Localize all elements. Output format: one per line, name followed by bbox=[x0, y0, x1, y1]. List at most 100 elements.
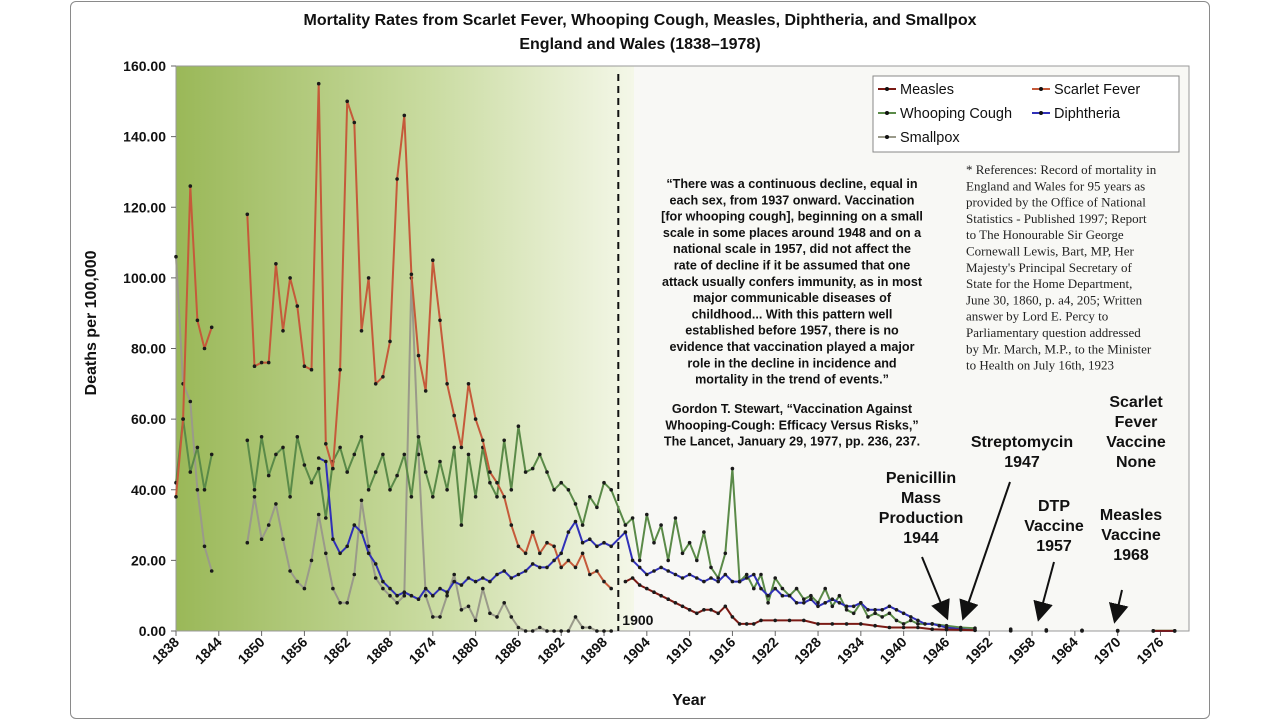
stewart-quote: “There was a continuous decline, equal i… bbox=[661, 177, 923, 449]
data-point bbox=[837, 601, 842, 605]
annotation-arrow bbox=[959, 481, 1011, 621]
data-point bbox=[452, 579, 457, 584]
x-tick-label: 1916 bbox=[705, 634, 738, 667]
quote-citation-line: The Lancet, January 29, 1977, pp. 236, 2… bbox=[664, 435, 920, 449]
data-point bbox=[580, 540, 585, 545]
data-point bbox=[802, 597, 806, 601]
data-point bbox=[252, 495, 257, 499]
data-point bbox=[359, 329, 364, 333]
data-point bbox=[837, 593, 842, 598]
annotation-line: Vaccine bbox=[1024, 518, 1084, 535]
data-point bbox=[530, 629, 535, 633]
data-point bbox=[687, 608, 692, 612]
data-point bbox=[388, 593, 392, 598]
data-point bbox=[245, 212, 250, 217]
data-point bbox=[787, 593, 792, 598]
data-point bbox=[730, 579, 735, 584]
data-point bbox=[973, 628, 977, 633]
data-point bbox=[502, 569, 507, 573]
x-tick-label: 1850 bbox=[234, 634, 267, 667]
annotation-line: Measles bbox=[1100, 507, 1162, 524]
data-point bbox=[566, 488, 571, 492]
data-point bbox=[723, 604, 728, 609]
data-point bbox=[202, 544, 207, 549]
data-point bbox=[209, 325, 214, 330]
y-axis: 0.00 20.00 40.00 60.00 80.00 100.00 120.00 140.… bbox=[123, 58, 176, 639]
data-point bbox=[901, 625, 906, 630]
data-point bbox=[259, 537, 264, 541]
data-point bbox=[559, 565, 563, 570]
data-point bbox=[309, 558, 314, 563]
y-tick-label: 0.00 bbox=[139, 623, 166, 639]
data-point bbox=[402, 452, 407, 457]
quote-line: [for whooping cough], beginning on a sma… bbox=[661, 210, 923, 224]
data-point bbox=[709, 565, 713, 570]
data-point bbox=[488, 579, 492, 584]
legend-label: Whooping Cough bbox=[900, 106, 1012, 122]
annotation-line: 1947 bbox=[1004, 454, 1040, 471]
data-point bbox=[659, 565, 663, 570]
data-point bbox=[652, 540, 656, 545]
quote-line: each sex, from 1937 onward. Vaccination bbox=[670, 193, 915, 207]
data-point bbox=[538, 625, 542, 630]
data-point bbox=[416, 597, 421, 601]
data-point bbox=[509, 576, 514, 580]
data-point bbox=[780, 586, 785, 591]
reference-line: * References: Record of mortality in bbox=[966, 162, 1157, 177]
reference-line: June 30, 1860, p. a4, 205; Written bbox=[966, 292, 1143, 307]
data-point bbox=[1151, 629, 1156, 633]
data-point bbox=[388, 488, 392, 492]
series-scarlet-fever bbox=[174, 81, 613, 591]
data-point bbox=[552, 558, 556, 563]
vaccine-annotations: Penicillin Mass Production 1944 Streptomycin… bbox=[879, 394, 1166, 624]
data-point bbox=[602, 540, 606, 545]
data-point bbox=[695, 558, 699, 563]
x-tick-label: 1868 bbox=[363, 634, 396, 667]
data-point bbox=[302, 364, 307, 369]
data-point bbox=[538, 551, 542, 556]
data-point bbox=[352, 572, 357, 577]
data-point bbox=[373, 470, 378, 474]
data-point bbox=[331, 466, 335, 471]
x-tick-label: 1976 bbox=[1133, 634, 1166, 667]
y-axis-label: Deaths per 100,000 bbox=[83, 250, 100, 395]
x-tick-label: 1886 bbox=[491, 634, 524, 667]
data-point bbox=[274, 452, 278, 457]
data-point bbox=[174, 254, 178, 259]
data-point bbox=[195, 318, 200, 323]
data-point bbox=[481, 438, 485, 443]
data-point bbox=[744, 576, 749, 580]
data-point bbox=[630, 558, 635, 563]
x-tick-label: 1898 bbox=[577, 634, 610, 667]
data-point bbox=[1115, 629, 1120, 633]
data-point bbox=[545, 540, 549, 545]
data-point bbox=[773, 576, 777, 580]
data-point bbox=[609, 629, 613, 633]
data-point bbox=[488, 480, 492, 485]
data-point bbox=[602, 629, 606, 633]
data-point bbox=[316, 512, 321, 517]
data-point bbox=[295, 435, 300, 439]
data-point bbox=[252, 364, 257, 369]
data-point bbox=[802, 601, 806, 605]
data-point bbox=[324, 551, 328, 556]
divider-label: 1900 bbox=[622, 612, 653, 628]
data-point bbox=[573, 502, 578, 506]
data-point bbox=[352, 120, 357, 125]
data-point bbox=[366, 551, 371, 556]
annotation-line: DTP bbox=[1038, 498, 1070, 515]
annotation-penicillin: Penicillin Mass Production 1944 bbox=[879, 470, 963, 621]
data-point bbox=[602, 579, 606, 584]
data-point bbox=[195, 445, 200, 450]
chart-title: Mortality Rates from Scarlet Fever, Whoo… bbox=[303, 12, 976, 29]
data-point bbox=[466, 452, 471, 457]
x-tick-label: 1958 bbox=[1005, 634, 1038, 667]
data-point bbox=[381, 452, 385, 457]
data-point bbox=[687, 572, 692, 577]
data-point bbox=[602, 480, 606, 485]
data-point bbox=[431, 615, 435, 619]
data-point bbox=[695, 576, 699, 580]
data-point bbox=[281, 445, 285, 450]
y-tick-label: 80.00 bbox=[131, 341, 166, 357]
data-point bbox=[438, 459, 442, 464]
